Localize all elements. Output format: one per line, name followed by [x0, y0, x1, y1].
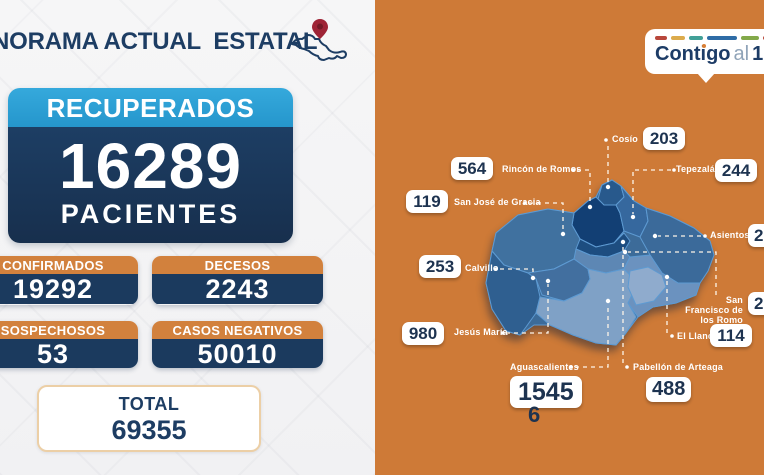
location-pin-icon	[312, 19, 328, 39]
label-aguascalientes: Aguascalientes	[510, 362, 579, 372]
mexico-map-pin-icon	[290, 18, 348, 69]
page-title: NORAMA ACTUAL ESTATAL	[0, 28, 318, 56]
badge-san-jose-de-gracia: 119	[406, 190, 448, 213]
sospechosos-label: SOSPECHOSOS	[0, 321, 138, 339]
label-pabellon-de-arteaga: Pabellón de Arteaga	[633, 362, 723, 372]
leader-san-jose	[529, 202, 564, 231]
recuperados-body: 16289 PACIENTES	[8, 127, 293, 243]
municipality-tepezala	[615, 185, 649, 238]
label-rincon-de-romos: Rincón de Romos	[502, 164, 582, 174]
confirmados-value: 19292	[0, 274, 138, 304]
badge-aguascalientes: 1545	[510, 376, 582, 408]
page-title-bold: ESTATAL	[213, 28, 318, 55]
sospechosos-card: SOSPECHOSOS 53	[0, 321, 138, 368]
total-value: 69355	[111, 415, 187, 445]
badge-rincon-de-romos: 564	[451, 157, 493, 180]
badge-cosio: 203	[643, 127, 685, 150]
mexico-outline	[291, 34, 347, 61]
decesos-label: DECESOS	[152, 256, 323, 274]
label-jesus-maria: Jesús María	[454, 327, 508, 337]
leader-aguascalientes	[575, 304, 609, 368]
leader-rincon	[577, 169, 591, 204]
page-title-regular: NORAMA ACTUAL	[0, 28, 201, 55]
label-tepezala: Tepezalá	[676, 164, 715, 174]
badge-san-francisco-de-los-romo: 2	[748, 292, 764, 315]
logo-orange-dot	[702, 44, 706, 48]
logo-text: Contigoal100	[655, 43, 764, 65]
recuperados-unit: PACIENTES	[60, 199, 241, 229]
casos-negativos-label: CASOS NEGATIVOS	[152, 321, 323, 339]
badge-pabellon-de-arteaga: 488	[646, 377, 692, 402]
label-calvillo: Calvillo	[465, 263, 499, 273]
confirmados-label: CONFIRMADOS	[0, 256, 138, 274]
label-el-llano: El Llano	[677, 331, 714, 341]
leader-calvillo	[500, 268, 534, 275]
recuperados-value: 16289	[59, 130, 242, 202]
sospechosos-value: 53	[0, 339, 138, 368]
contigo-al-100-logo: Contigoal100	[645, 29, 764, 83]
leader-lines-overlay	[494, 138, 717, 369]
badge-el-llano: 114	[710, 324, 752, 347]
casos-negativos-card: CASOS NEGATIVOS 50010	[152, 321, 323, 368]
label-cosio: Cosío	[612, 134, 639, 144]
recuperados-header: RECUPERADOS	[8, 88, 293, 127]
badge-aguascalientes-overflow-digit: 6	[528, 402, 541, 427]
leader-san-francisco	[628, 251, 717, 295]
leader-jesus-maria	[506, 284, 549, 334]
label-san-jose-de-gracia: San José de Gracia	[454, 197, 541, 207]
municipality-calvillo	[485, 250, 541, 336]
casos-negativos-value: 50010	[152, 339, 323, 368]
el-llano-light-area	[627, 266, 667, 306]
decesos-value: 2243	[152, 274, 323, 304]
label-asientos: Asientos	[710, 230, 750, 240]
aguascalientes-state-map	[485, 179, 715, 346]
recuperados-card: RECUPERADOS 16289 PACIENTES	[8, 88, 293, 243]
logo-color-dashes	[655, 35, 764, 40]
badge-tepezala: 244	[715, 159, 757, 182]
badge-calvillo: 253	[419, 255, 461, 278]
decesos-card: DECESOS 2243	[152, 256, 323, 305]
leader-tepezala	[632, 169, 671, 214]
confirmados-card: CONFIRMADOS 19292	[0, 256, 138, 305]
badge-jesus-maria: 980	[402, 322, 444, 345]
badge-asientos: 2	[748, 224, 764, 247]
total-box: TOTAL 69355	[37, 385, 261, 452]
label-san-francisco-de-los-romo: San Francisco de los Romo	[685, 295, 743, 325]
total-label: TOTAL	[118, 394, 180, 414]
